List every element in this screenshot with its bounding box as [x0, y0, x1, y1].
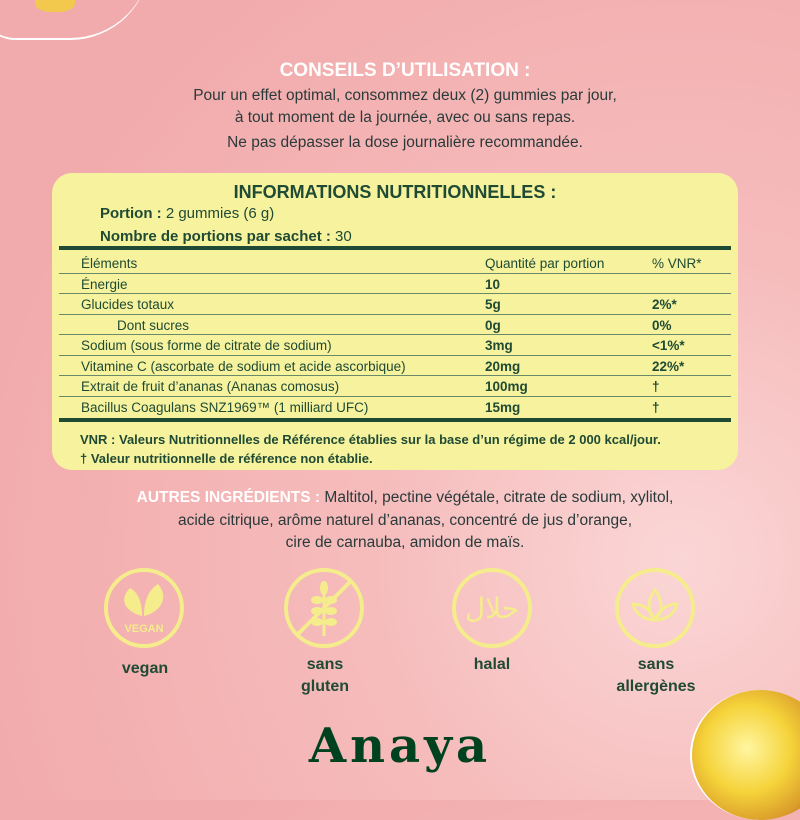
- footnote: VNR : Valeurs Nutritionnelles de Référen…: [80, 432, 661, 447]
- table-cell: Vitamine C (ascorbate de sodium et acide…: [81, 358, 406, 374]
- badge-label: halal: [473, 656, 511, 673]
- ingredients-text: cire de carnauba, amidon de maïs.: [285, 534, 525, 551]
- portion-info: Portion : 2 gummies (6 g): [100, 205, 274, 222]
- table-cell: †: [652, 399, 660, 415]
- divider: [59, 418, 731, 422]
- table-cell: 5g: [485, 297, 501, 312]
- usage-line: Pour un effet optimal, consommez deux (2…: [193, 87, 617, 104]
- table-cell: 10: [485, 276, 501, 292]
- badge-label-allergens: sans allergènes: [586, 654, 726, 698]
- badge-label: allergènes: [616, 678, 696, 695]
- brand-logo: Anaya: [308, 718, 492, 774]
- header-cell: Éléments: [81, 256, 138, 271]
- table-cell: Bacillus Coagulans SNZ1969™ (1 milliard …: [81, 399, 369, 415]
- table-row: Extrait de fruit d’ananas (Ananas comosu…: [59, 376, 731, 397]
- table-cell: Dont sucres: [117, 317, 190, 333]
- badge-label: sans: [637, 656, 675, 673]
- table-cell: Glucides totaux: [81, 297, 175, 312]
- no-gluten-wheat-icon: [284, 568, 364, 648]
- badge-label: sans: [306, 656, 344, 673]
- halal-icon-text: حلال: [464, 591, 520, 625]
- table-cell: 15mg: [485, 399, 521, 415]
- table-row: Glucides totaux 5g 2%*: [59, 294, 731, 315]
- nutrition-title: INFORMATIONS NUTRITIONNELLES :: [233, 182, 557, 202]
- portion-label: Portion :: [100, 205, 162, 222]
- table-cell: Sodium (sous forme de citrate de sodium): [81, 338, 332, 353]
- servings-info: Nombre de portions par sachet : 30: [100, 228, 352, 245]
- table-cell: 0g: [485, 317, 501, 333]
- servings-label: Nombre de portions par sachet :: [100, 228, 331, 245]
- table-cell: 20mg: [485, 358, 521, 374]
- table-header: Éléments Quantité par portion % VNR*: [59, 253, 731, 274]
- table-row: Bacillus Coagulans SNZ1969™ (1 milliard …: [59, 397, 731, 418]
- ingredients-line: AUTRES INGRÉDIENTS : Maltitol, pectine v…: [0, 489, 800, 507]
- vegan-icon-text: VEGAN: [124, 623, 163, 635]
- table-row: Dont sucres 0g 0%: [59, 315, 731, 335]
- table-row: Sodium (sous forme de citrate de sodium)…: [59, 335, 731, 356]
- table-row: Vitamine C (ascorbate de sodium et acide…: [59, 356, 731, 376]
- usage-line: Ne pas dépasser la dose journalière reco…: [227, 134, 583, 151]
- vegan-leaf-icon: VEGAN: [104, 568, 184, 648]
- portion-value: 2 gummies (6 g): [165, 205, 275, 222]
- decorative-curve: [0, 0, 150, 40]
- nutrition-card: INFORMATIONS NUTRITIONNELLES : Portion :…: [52, 173, 738, 470]
- table-cell: 100mg: [485, 379, 528, 394]
- pineapple-decoration-bottom: [690, 690, 800, 820]
- badge-label: gluten: [301, 678, 349, 695]
- ingredients-label: AUTRES INGRÉDIENTS :: [136, 489, 321, 506]
- table-row: Énergie 10: [59, 274, 731, 294]
- table-cell: 22%*: [652, 358, 685, 374]
- badge-label-gluten: sans gluten: [255, 654, 395, 698]
- table-cell: Énergie: [81, 276, 128, 292]
- halal-icon: حلال: [452, 568, 532, 648]
- footnote: † Valeur nutritionnelle de référence non…: [80, 451, 373, 466]
- table-cell: 3mg: [485, 338, 513, 353]
- header-cell: % VNR*: [652, 256, 702, 271]
- ingredients-text: acide citrique, arôme naturel d’ananas, …: [177, 512, 633, 529]
- divider: [59, 246, 731, 250]
- badge-label: vegan: [121, 660, 169, 677]
- table-cell: †: [652, 379, 660, 394]
- header-cell: Quantité par portion: [485, 256, 605, 271]
- table-cell: Extrait de fruit d’ananas (Ananas comosu…: [81, 379, 340, 394]
- badge-label-halal: halal: [422, 654, 562, 676]
- allergen-free-lotus-icon: [615, 568, 695, 648]
- table-cell: 2%*: [652, 297, 677, 312]
- table-cell: <1%*: [652, 338, 685, 353]
- usage-title: CONSEILS D’UTILISATION :: [279, 60, 531, 81]
- usage-line: à tout moment de la journée, avec ou san…: [234, 109, 576, 126]
- ingredients-text: Maltitol, pectine végétale, citrate de s…: [324, 489, 674, 506]
- table-cell: 0%: [652, 317, 672, 333]
- badge-label-vegan: vegan: [75, 658, 215, 680]
- servings-value: 30: [335, 228, 352, 245]
